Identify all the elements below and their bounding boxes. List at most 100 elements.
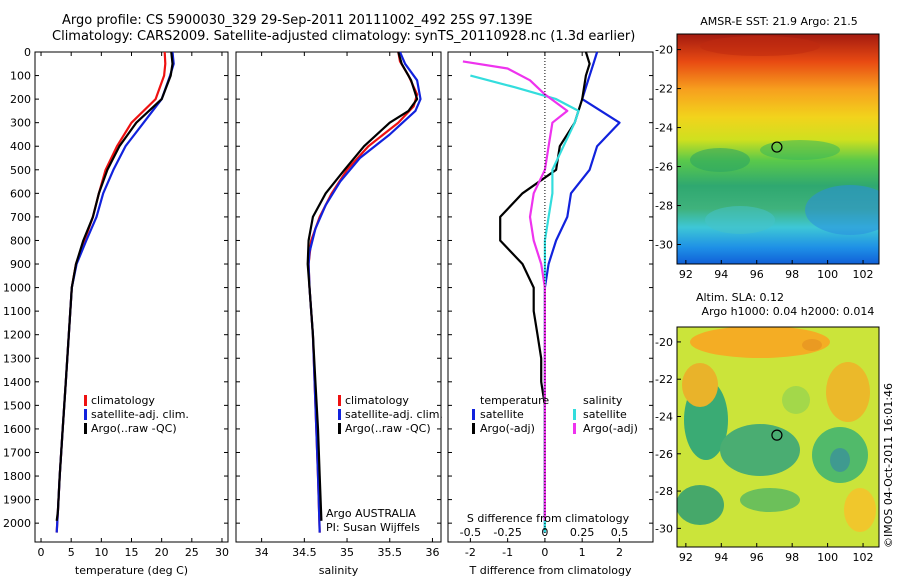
temp-y-tick-label: 1200 [3,329,31,342]
map1-y-tick-label: -26 [655,161,673,174]
temp-x-tick-label: 5 [68,546,75,559]
temp-legend-swatch [84,409,87,420]
map1-y-tick-label: -28 [655,200,673,213]
map1-x-tick-label: 98 [785,268,799,281]
temp-x-tick-label: 30 [215,546,229,559]
temp-y-tick-label: 1600 [3,423,31,436]
map2-y-tick-label: -28 [655,485,673,498]
temperature-panel: 0 5 10 15 20 25 300100200300400500600700800900… [3,46,229,577]
temp-y-tick-label: 600 [10,187,31,200]
diff-legend-temp-swatch [472,423,475,434]
temp-x-tick-label: 0 [38,546,45,559]
sal-x-tick-label: 34 [255,546,269,559]
map1-y-tick-label: -22 [655,83,673,96]
map1-y-tick-label: -20 [655,44,673,57]
temp-y-tick-label: 500 [10,164,31,177]
diff-top-tick-label: 0 [541,526,548,539]
diff-x-tick-label: 2 [616,546,623,559]
map1-x-tick-label: 94 [714,268,728,281]
diff-top-tick-label: -0.25 [493,526,521,539]
sal-legend-label: climatology [345,394,409,407]
sal-annotation-line2: PI: Susan Wijffels [326,521,420,534]
salinity-panel: 34 34.5 35 35.5 36 salinity climatologysatelli… [235,51,443,577]
sal-axes-box [235,51,442,543]
diff-x-tick-label: -2 [465,546,476,559]
sal-legend-label: satellite-adj. clim. [345,408,443,421]
temp-legend-swatch [84,423,87,434]
diff-top-tick-label: 0.25 [570,526,595,539]
sal-x-label: salinity [319,564,359,577]
map2-x-tick-label: 92 [679,551,693,564]
map1-x-tick-label: 92 [679,268,693,281]
temp-legend-label: Argo(..raw -QC) [91,422,177,435]
diff-x-tick-label: -1 [502,546,513,559]
temp-y-tick-label: 2000 [3,517,31,530]
diff-legend-temp-label: Argo(-adj) [480,422,535,435]
temp-x-tick-label: 10 [94,546,108,559]
diff-x-tick-label: 1 [579,546,586,559]
temp-y-tick-label: 100 [10,70,31,83]
temp-y-tick-label: 300 [10,117,31,130]
figure-title-line1: Argo profile: CS 5900030_329 29-Sep-2011… [62,13,533,28]
imos-credit: ©IMOS 04-Oct-2011 16:01:46 [882,383,895,548]
diff-legend-temp-title: temperature [480,394,549,407]
sal-x-tick-label: 35 [340,546,354,559]
temp-y-tick-label: 800 [10,234,31,247]
map1-x-tick-label: 102 [853,268,874,281]
temp-y-tick-label: 1900 [3,494,31,507]
sal-annotation-line1: Argo AUSTRALIA [326,507,416,520]
temp-series-line [55,51,174,521]
diff-legend-sal-title: salinity [583,394,623,407]
temp-x-tick-label: 20 [155,546,169,559]
map1-y-tick-label: -30 [655,239,673,252]
map2-y-tick-label: -22 [655,373,673,386]
sal-series-line [306,51,419,521]
temp-legend-label: satellite-adj. clim. [91,408,189,421]
sst-map-panel: 92 94 96 98 100 102 -20 -22 -24 -26 -28 -30 [655,33,880,281]
temp-y-tick-label: 700 [10,211,31,224]
diff-legend-sal-label: Argo(-adj) [583,422,638,435]
sal-x-tick-label: 35.5 [378,546,403,559]
map2-axes-box [676,326,880,548]
map2-y-tick-label: -26 [655,448,673,461]
sal-legend-swatch [338,423,341,434]
map2-x-tick-label: 98 [785,551,799,564]
diff-top-tick-label: -0.5 [460,526,481,539]
temp-y-tick-label: 1300 [3,352,31,365]
temp-x-label: temperature (deg C) [75,564,188,577]
temp-x-tick-label: 15 [125,546,139,559]
temp-y-tick-label: 1800 [3,470,31,483]
map2-title: Altim. SLA: 0.12 [696,291,784,304]
map2-x-tick-label: 102 [853,551,874,564]
map2-argo-marker [771,429,783,441]
sal-x-tick-label: 34.5 [292,546,317,559]
map2-x-tick-label: 100 [817,551,838,564]
diff-x-tick-label: 0 [541,546,548,559]
map2-y-tick-label: -24 [655,410,673,423]
map1-argo-marker [771,141,783,153]
diff-legend-sal-label: satellite [583,408,627,421]
sla-map-panel: 92 94 96 98 100 102 -20 -22 -24 -26 -28 -30 [655,326,880,564]
sal-legend-swatch [338,395,341,406]
temp-y-tick-label: 1000 [3,282,31,295]
diff-top-label: S difference from climatology [467,512,630,525]
temp-y-tick-label: 1100 [3,305,31,318]
sal-legend-label: Argo(..raw -QC) [345,422,431,435]
diff-legend-temp-swatch [472,409,475,420]
temp-legend-swatch [84,395,87,406]
diff-legend-temp-label: satellite [480,408,524,421]
temp-y-tick-label: 0 [24,46,31,59]
map1-x-tick-label: 100 [817,268,838,281]
map1-x-tick-label: 96 [750,268,764,281]
diff-legend-sal-swatch [573,409,576,420]
difference-panel: -2 -1 0 1 2 T difference from climatology -0.5… [447,51,654,577]
diff-legend-sal-swatch [573,423,576,434]
temp-x-tick-label: 25 [185,546,199,559]
map1-axes-box [676,33,880,265]
temp-y-tick-label: 1500 [3,399,31,412]
temp-y-tick-label: 200 [10,93,31,106]
sal-legend-swatch [338,409,341,420]
map1-title: AMSR-E SST: 21.9 Argo: 21.5 [700,15,858,28]
temp-y-tick-label: 1700 [3,446,31,459]
